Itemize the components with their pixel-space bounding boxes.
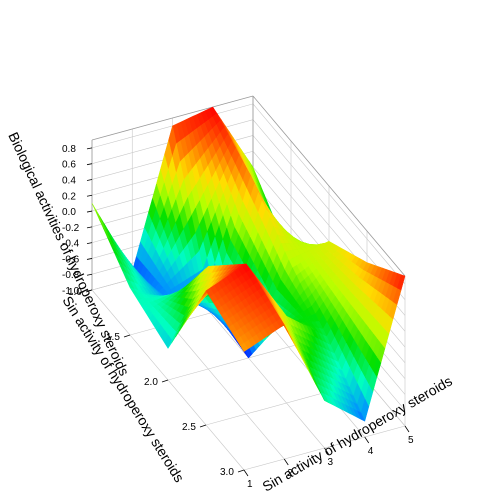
x-tick-mark [404,425,410,433]
x-tick-label: 3 [328,457,334,468]
z-tick-label: 0.4 [62,175,76,186]
surface-layer [91,106,406,422]
z-tick-mark [86,194,93,197]
z-tick-mark [86,258,93,260]
z-tick-label: 0.2 [62,191,76,202]
ticks-layer: 1.0 1.5 2.0 2.5 3.0 1 2 3 4 5 -1.0 -0.8 -0.6 -0.4 -0.2… [62,144,414,490]
x-tick-label: 5 [408,435,414,446]
z-tick-label: -0.8 [62,270,80,281]
y-tick-label: 1.0 [68,287,82,298]
z-tick-mark [86,289,93,292]
z-tick-label: 0.0 [62,207,76,218]
x-tick-label: 1 [247,479,253,490]
z-tick-mark [86,226,93,229]
x-tick-mark [283,458,289,466]
grid-line [252,103,406,285]
z-tick-mark [86,163,93,166]
y-tick-mark [123,334,131,338]
x-tick-mark [243,469,249,477]
z-tick-label: -1.0 [62,286,80,297]
z-tick-mark [86,273,93,276]
z-tick-label: -0.4 [62,239,80,250]
box-edge [252,95,406,277]
x-tick-mark [364,436,370,444]
y-tick-mark [237,469,245,473]
z-tick-mark [86,242,93,245]
z-tick-mark [86,179,93,181]
y-tick-label: 1.5 [106,332,120,343]
x-tick-mark [324,447,329,455]
y-tick-label: 2.5 [182,422,196,433]
y-tick-mark [161,379,169,383]
z-tick-label: 0.8 [62,144,76,155]
surface-patch [239,342,249,352]
x-tick-label: 4 [368,446,374,457]
box-edge [91,95,254,141]
surface-patch [95,211,104,226]
y-tick-label: 2.0 [144,377,158,388]
z-tick-mark [86,147,93,150]
x-tick-label: 2 [287,468,293,479]
z-tick-label: 0.6 [62,160,76,171]
y-tick-label: 3.0 [220,467,234,478]
z-tick-mark [86,210,93,213]
y-tick-mark [199,424,207,428]
z-tick-label: -0.6 [62,254,80,265]
z-tick-label: -0.2 [62,223,80,234]
